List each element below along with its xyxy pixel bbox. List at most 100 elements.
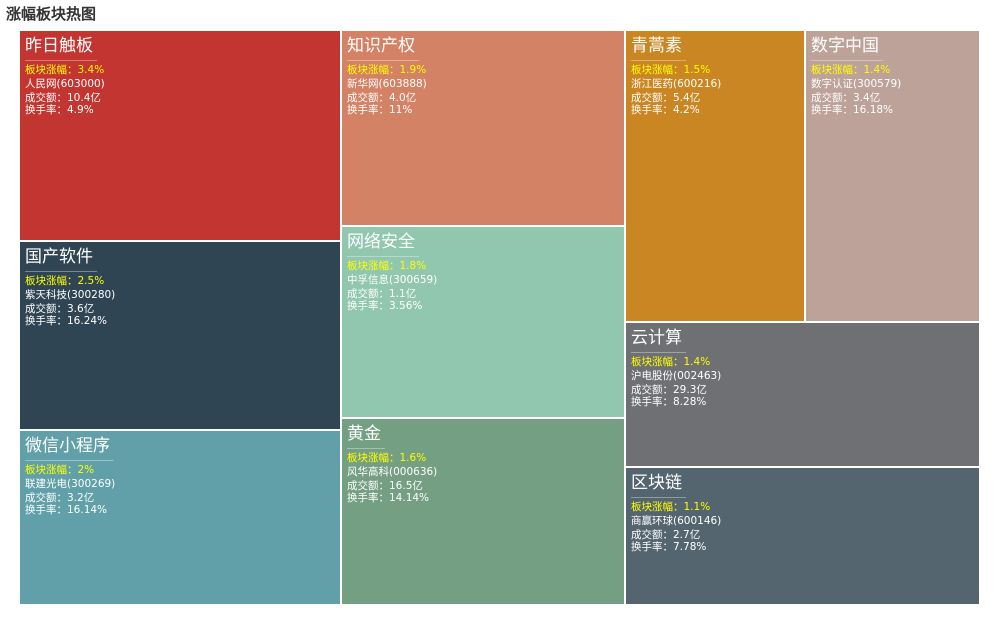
sector-change-label: 板块涨幅： <box>25 275 78 287</box>
leading-stock-value: 中孚信息(300659) <box>347 274 438 286</box>
turnover-label: 成交额： <box>811 92 853 104</box>
sector-info: 板块涨幅：1.5% 浙江医药(600216) 成交额：5.4亿 换手率：4.2% <box>631 64 721 116</box>
turnover-label: 成交额： <box>25 492 67 504</box>
sector-change: 板块涨幅：1.6% <box>347 452 437 464</box>
turnover-value: 2.7亿 <box>673 529 701 541</box>
turnover: 成交额：10.4亿 <box>25 92 105 104</box>
turnover-label: 成交额： <box>631 384 673 396</box>
sector-change-label: 板块涨幅： <box>811 64 864 76</box>
sector-change-value: 2.5% <box>77 275 105 287</box>
turnover-rate: 换手率：7.78% <box>631 541 721 553</box>
turnover-value: 5.4亿 <box>673 92 701 104</box>
leading-stock-value: 数字认证(300579) <box>811 78 902 90</box>
turnover-rate-value: 7.78% <box>673 541 707 553</box>
sector-change-value: 1.9% <box>399 64 427 76</box>
treemap-tile[interactable]: 数字中国 板块涨幅：1.4% 数字认证(300579) 成交额：3.4亿 换手率：16.… <box>806 31 981 323</box>
leading-stock: 紫天科技(300280) <box>25 289 115 301</box>
sector-info: 板块涨幅：3.4% 人民网(603000) 成交额：10.4亿 换手率：4.9% <box>25 64 105 116</box>
turnover-label: 成交额： <box>25 303 67 315</box>
treemap-tile[interactable]: 黄金 板块涨幅：1.6% 风华高科(000636) 成交额：16.5亿 换手率：14.1… <box>342 419 626 606</box>
turnover: 成交额：3.2亿 <box>25 492 115 504</box>
sector-change-label: 板块涨幅： <box>631 501 684 513</box>
turnover-rate-label: 换手率： <box>347 492 389 504</box>
treemap-tile[interactable]: 区块链 板块涨幅：1.1% 商赢环球(600146) 成交额：2.7亿 换手率：7.78… <box>626 468 981 606</box>
sector-change-label: 板块涨幅： <box>347 452 400 464</box>
sector-info: 板块涨幅：2% 联建光电(300269) 成交额：3.2亿 换手率：16.14% <box>25 464 115 516</box>
turnover-rate-value: 8.28% <box>673 396 707 408</box>
sector-change-value: 1.5% <box>683 64 711 76</box>
turnover-rate-label: 换手率： <box>347 104 389 116</box>
sector-name: 网络安全 <box>347 231 419 257</box>
sector-name: 微信小程序 <box>25 435 114 461</box>
sector-info: 板块涨幅：1.4% 数字认证(300579) 成交额：3.4亿 换手率：16.18% <box>811 64 901 116</box>
turnover-rate-value: 14.14% <box>389 492 430 504</box>
turnover-rate: 换手率：11% <box>347 104 427 116</box>
turnover-label: 成交额： <box>25 92 67 104</box>
leading-stock-value: 沪电股份(002463) <box>631 370 722 382</box>
page-title: 涨幅板块热图 <box>6 5 97 23</box>
sector-name: 云计算 <box>631 327 686 353</box>
turnover-rate-label: 换手率： <box>25 315 67 327</box>
turnover-rate-value: 16.24% <box>67 315 108 327</box>
treemap-tile[interactable]: 国产软件 板块涨幅：2.5% 紫天科技(300280) 成交额：3.6亿 换手率：16.… <box>20 242 342 431</box>
leading-stock-value: 浙江医药(600216) <box>631 78 722 90</box>
leading-stock: 沪电股份(002463) <box>631 370 721 382</box>
turnover-label: 成交额： <box>347 288 389 300</box>
treemap-tile[interactable]: 云计算 板块涨幅：1.4% 沪电股份(002463) 成交额：29.3亿 换手率：8.2… <box>626 323 981 468</box>
leading-stock: 商赢环球(600146) <box>631 515 721 527</box>
sector-change-label: 板块涨幅： <box>25 464 78 476</box>
sector-change: 板块涨幅：2% <box>25 464 115 476</box>
sector-name: 青蒿素 <box>631 35 686 61</box>
sector-info: 板块涨幅：1.4% 沪电股份(002463) 成交额：29.3亿 换手率：8.28% <box>631 356 721 408</box>
turnover-label: 成交额： <box>631 529 673 541</box>
turnover-rate: 换手率：16.24% <box>25 315 115 327</box>
turnover-rate: 换手率：8.28% <box>631 396 721 408</box>
turnover-rate-label: 换手率： <box>25 504 67 516</box>
sector-change-value: 1.1% <box>683 501 711 513</box>
turnover-rate-value: 16.14% <box>67 504 108 516</box>
sector-change-label: 板块涨幅： <box>25 64 78 76</box>
turnover-rate: 换手率：3.56% <box>347 300 437 312</box>
turnover-rate-label: 换手率： <box>631 396 673 408</box>
turnover-value: 3.2亿 <box>67 492 95 504</box>
leading-stock: 联建光电(300269) <box>25 478 115 490</box>
leading-stock-value: 新华网(603888) <box>347 78 427 90</box>
sector-change-value: 3.4% <box>77 64 105 76</box>
turnover-value: 4.0亿 <box>389 92 417 104</box>
turnover-rate-value: 16.18% <box>853 104 894 116</box>
sector-name: 黄金 <box>347 423 385 449</box>
sector-change: 板块涨幅：1.5% <box>631 64 721 76</box>
turnover-label: 成交额： <box>631 92 673 104</box>
sector-change-label: 板块涨幅： <box>347 260 400 272</box>
turnover-rate-value: 4.9% <box>67 104 94 116</box>
sector-change-label: 板块涨幅： <box>347 64 400 76</box>
sector-name: 知识产权 <box>347 35 419 61</box>
sector-change-value: 2% <box>77 464 95 476</box>
sector-info: 板块涨幅：1.8% 中孚信息(300659) 成交额：1.1亿 换手率：3.56% <box>347 260 437 312</box>
treemap-tile[interactable]: 昨日触板 板块涨幅：3.4% 人民网(603000) 成交额：10.4亿 换手率：4.9… <box>20 31 342 242</box>
leading-stock-value: 紫天科技(300280) <box>25 289 116 301</box>
turnover-rate-value: 3.56% <box>389 300 423 312</box>
turnover: 成交额：2.7亿 <box>631 529 721 541</box>
turnover-label: 成交额： <box>347 480 389 492</box>
leading-stock-value: 商赢环球(600146) <box>631 515 722 527</box>
turnover-rate-label: 换手率： <box>347 300 389 312</box>
sector-change-value: 1.4% <box>683 356 711 368</box>
treemap-tile[interactable]: 青蒿素板块涨幅：1.5% 浙江医药(600216) 成交额：5.4亿 换手率：4.2% <box>626 31 806 323</box>
turnover-value: 1.1亿 <box>389 288 417 300</box>
sector-change: 板块涨幅：1.1% <box>631 501 721 513</box>
turnover-value: 10.4亿 <box>67 92 101 104</box>
treemap-tile[interactable]: 知识产权板块涨幅：1.9% 新华网(603888) 成交额：4.0亿 换手率：11% <box>342 31 626 227</box>
turnover-value: 29.3亿 <box>673 384 707 396</box>
treemap-tile[interactable]: 网络安全 板块涨幅：1.8% 中孚信息(300659) 成交额：1.1亿 换手率：3.5… <box>342 227 626 419</box>
turnover-rate: 换手率：4.2% <box>631 104 721 116</box>
turnover: 成交额：4.0亿 <box>347 92 427 104</box>
turnover-rate: 换手率：14.14% <box>347 492 437 504</box>
turnover-rate-label: 换手率： <box>25 104 67 116</box>
turnover: 成交额：29.3亿 <box>631 384 721 396</box>
treemap-tile[interactable]: 微信小程序板块涨幅：2% 联建光电(300269) 成交额：3.2亿 换手率：16.1… <box>20 431 342 606</box>
sector-change: 板块涨幅：3.4% <box>25 64 105 76</box>
leading-stock-value: 人民网(603000) <box>25 78 105 90</box>
sector-change: 板块涨幅：1.9% <box>347 64 427 76</box>
leading-stock: 数字认证(300579) <box>811 78 901 90</box>
